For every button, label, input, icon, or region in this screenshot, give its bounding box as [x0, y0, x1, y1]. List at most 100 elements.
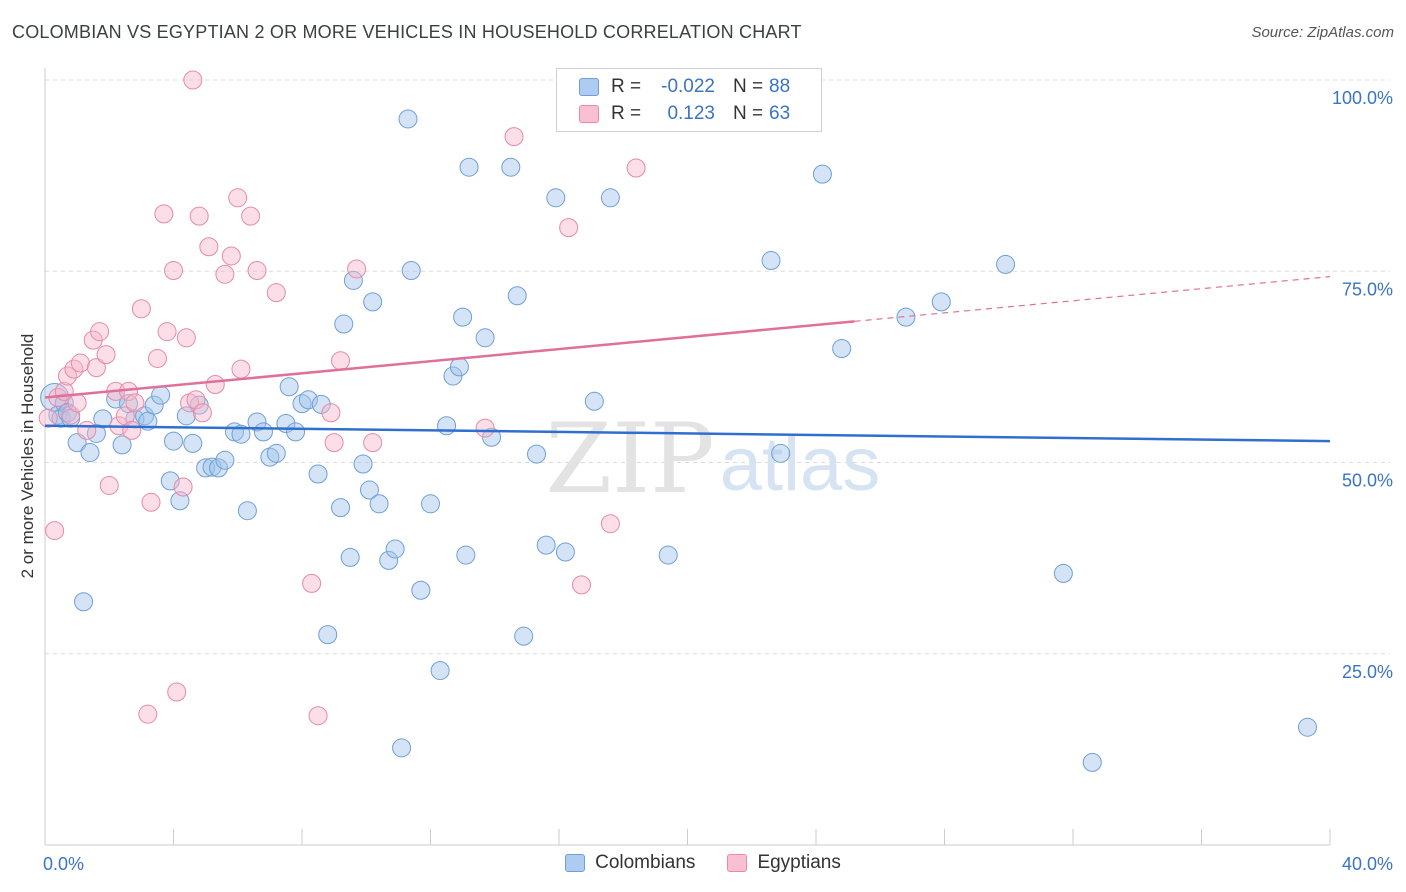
point-colombian: [331, 498, 351, 518]
legend-n-value: 63: [769, 103, 791, 124]
point-egyptian: [176, 328, 196, 348]
point-egyptian: [131, 299, 151, 319]
point-egyptian: [167, 682, 187, 702]
legend-swatch-colombians: [565, 854, 586, 872]
legend-row-colombians: R = -0.022 N = 88: [579, 75, 790, 99]
point-egyptian: [70, 353, 90, 373]
point-egyptian: [215, 264, 235, 284]
point-colombian: [931, 292, 951, 312]
point-egyptian: [302, 573, 322, 593]
point-colombian: [527, 444, 547, 464]
point-colombian: [80, 443, 100, 463]
point-egyptian: [61, 405, 81, 425]
point-colombian: [832, 339, 852, 359]
point-colombian: [183, 433, 203, 453]
point-colombian: [334, 314, 354, 334]
point-egyptian: [504, 127, 524, 147]
point-colombian: [379, 550, 399, 570]
legend-item-egyptians[interactable]: Egyptians: [727, 852, 841, 874]
point-colombian: [93, 409, 113, 429]
gridlines: [45, 79, 1390, 655]
point-egyptian: [67, 393, 87, 413]
point-colombian: [812, 164, 832, 184]
point-egyptian: [192, 403, 212, 423]
point-colombian: [482, 427, 502, 447]
point-colombian: [456, 545, 476, 565]
point-colombian: [363, 292, 383, 312]
y-tick-label: 100.0%: [1332, 88, 1393, 108]
point-colombian: [231, 424, 251, 444]
point-colombian: [411, 580, 431, 600]
point-colombian: [311, 394, 331, 414]
stats-legend: R = -0.022 N = 88 R = 0.123 N = 63: [556, 68, 822, 132]
point-colombian: [253, 422, 273, 442]
point-colombian: [318, 625, 338, 645]
legend-swatch-egyptians: [727, 854, 748, 872]
trend-line-egyptians-extension: [854, 276, 1331, 322]
point-colombian: [237, 501, 257, 521]
point-colombian: [398, 109, 418, 129]
legend-r-label: R =: [611, 76, 642, 97]
point-egyptian: [125, 393, 145, 413]
point-egyptian: [141, 492, 161, 512]
legend-swatch-colombians: [579, 78, 599, 96]
chart-title: COLOMBIAN VS EGYPTIAN 2 OR MORE VEHICLES…: [12, 22, 802, 42]
point-egyptian: [96, 345, 116, 365]
legend-n-label: N =: [733, 76, 764, 97]
point-colombian: [896, 307, 916, 327]
point-egyptian: [241, 206, 261, 226]
point-egyptian: [38, 408, 58, 428]
point-colombian: [1298, 717, 1318, 737]
point-egyptian: [45, 521, 65, 541]
point-colombian: [266, 443, 286, 463]
point-egyptian: [154, 204, 174, 224]
watermark-zip: ZIP: [545, 403, 714, 515]
point-colombian: [340, 547, 360, 567]
point-colombian: [1082, 752, 1102, 772]
point-egyptian: [173, 477, 193, 497]
legend-item-colombians[interactable]: Colombians: [565, 852, 695, 874]
legend-n-label: N =: [733, 103, 764, 124]
y-tick-label: 25.0%: [1342, 662, 1393, 682]
source-label: Source: ZipAtlas.com: [1251, 24, 1394, 41]
point-colombian: [771, 443, 791, 463]
point-colombian: [536, 535, 556, 555]
point-colombian: [507, 286, 527, 306]
point-colombian: [247, 412, 267, 432]
point-colombian: [112, 435, 132, 455]
series-legend: Colombians Egyptians: [0, 852, 1406, 874]
point-egyptian: [122, 420, 142, 440]
tick-labels: 25.0% 50.0% 75.0% 100.0% 0.0% 40.0%: [43, 88, 1393, 874]
legend-label-colombians: Colombians: [595, 852, 696, 873]
point-colombian: [1053, 563, 1073, 583]
trend-line-colombians: [44, 424, 1331, 443]
legend-n-value: 88: [769, 76, 791, 97]
point-colombian: [286, 422, 306, 442]
point-colombian: [996, 254, 1016, 274]
point-colombian: [761, 251, 781, 271]
point-colombian: [584, 391, 604, 411]
legend-r-value: 0.123: [667, 103, 715, 124]
point-colombian: [160, 471, 180, 491]
point-egyptian: [77, 420, 97, 440]
point-egyptian: [321, 403, 341, 423]
point-egyptian: [475, 418, 495, 438]
point-colombian: [353, 454, 373, 474]
point-colombian: [443, 366, 463, 386]
point-colombian: [164, 431, 183, 451]
point-colombian: [555, 542, 575, 562]
point-colombian: [453, 307, 473, 327]
legend-r-value: -0.022: [661, 76, 715, 97]
point-colombian: [135, 406, 155, 426]
trend-lines: [44, 276, 1331, 443]
point-egyptian: [626, 158, 646, 178]
point-colombian: [138, 411, 158, 431]
point-colombian: [144, 395, 164, 415]
point-colombian: [308, 464, 328, 484]
point-colombian: [208, 458, 228, 478]
y-tick-label: 75.0%: [1342, 279, 1393, 299]
point-colombian: [298, 390, 318, 410]
point-colombian: [658, 545, 678, 565]
point-egyptian: [86, 358, 106, 378]
axes: [44, 68, 1331, 846]
